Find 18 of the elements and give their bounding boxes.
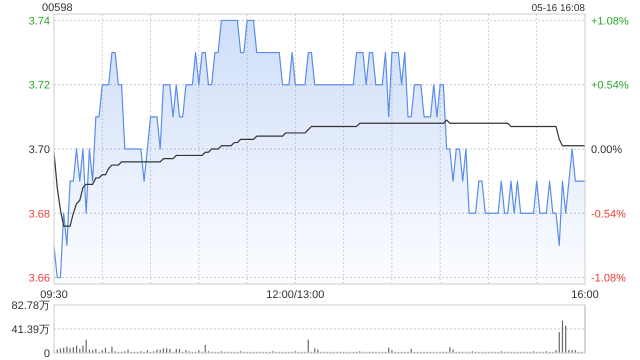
x-tick-label: 09:30 [40, 289, 68, 301]
chart-title: 00598 [42, 2, 73, 14]
y2-tick-label: -1.08% [591, 272, 626, 285]
x-tick-label: 16:00 [571, 289, 599, 301]
y-tick-label: 3.70 [28, 144, 50, 156]
y-tick-label: 3.66 [28, 272, 50, 285]
y-tick-label: 3.74 [28, 15, 50, 28]
x-tick-label: 12:00/13:00 [266, 289, 324, 301]
y2-tick-label: 0.00% [591, 144, 622, 156]
y-tick-label: 41.39万 [11, 324, 50, 336]
y-tick-label: 3.68 [28, 208, 50, 220]
y-tick-label: 0 [44, 348, 50, 360]
y2-tick-label: -0.54% [591, 208, 626, 220]
y-tick-label: 3.72 [28, 80, 50, 92]
y-tick-label: 82.78万 [11, 300, 50, 312]
y2-tick-label: +1.08% [591, 15, 629, 28]
text: 05-16 16:08 [532, 3, 586, 14]
y2-tick-label: +0.54% [591, 80, 629, 92]
